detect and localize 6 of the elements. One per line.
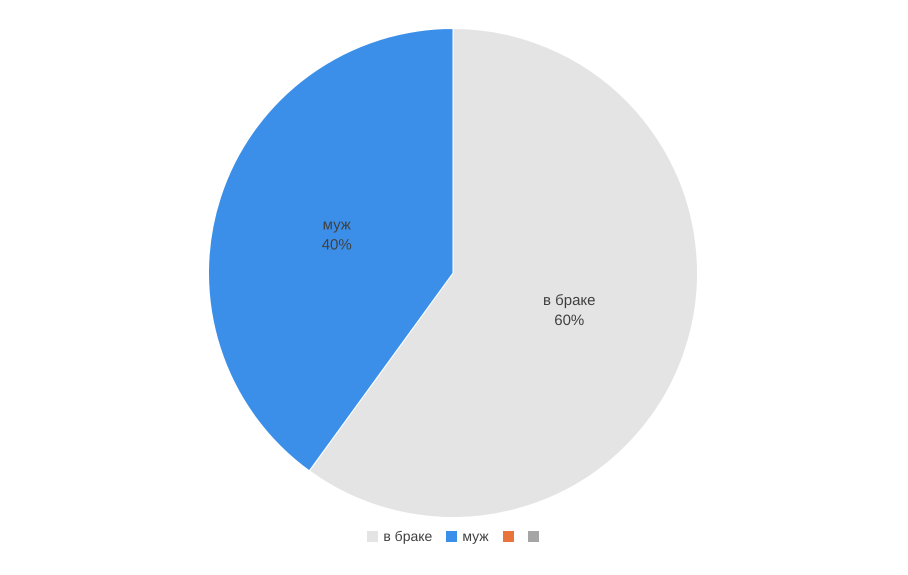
slice-label: в браке (543, 292, 596, 309)
data-label: 60% (554, 312, 584, 329)
slice-label: муж (322, 216, 351, 234)
legend-label: в браке (383, 528, 432, 544)
legend-label: муж (462, 528, 489, 544)
data-label: 40% (322, 236, 352, 254)
